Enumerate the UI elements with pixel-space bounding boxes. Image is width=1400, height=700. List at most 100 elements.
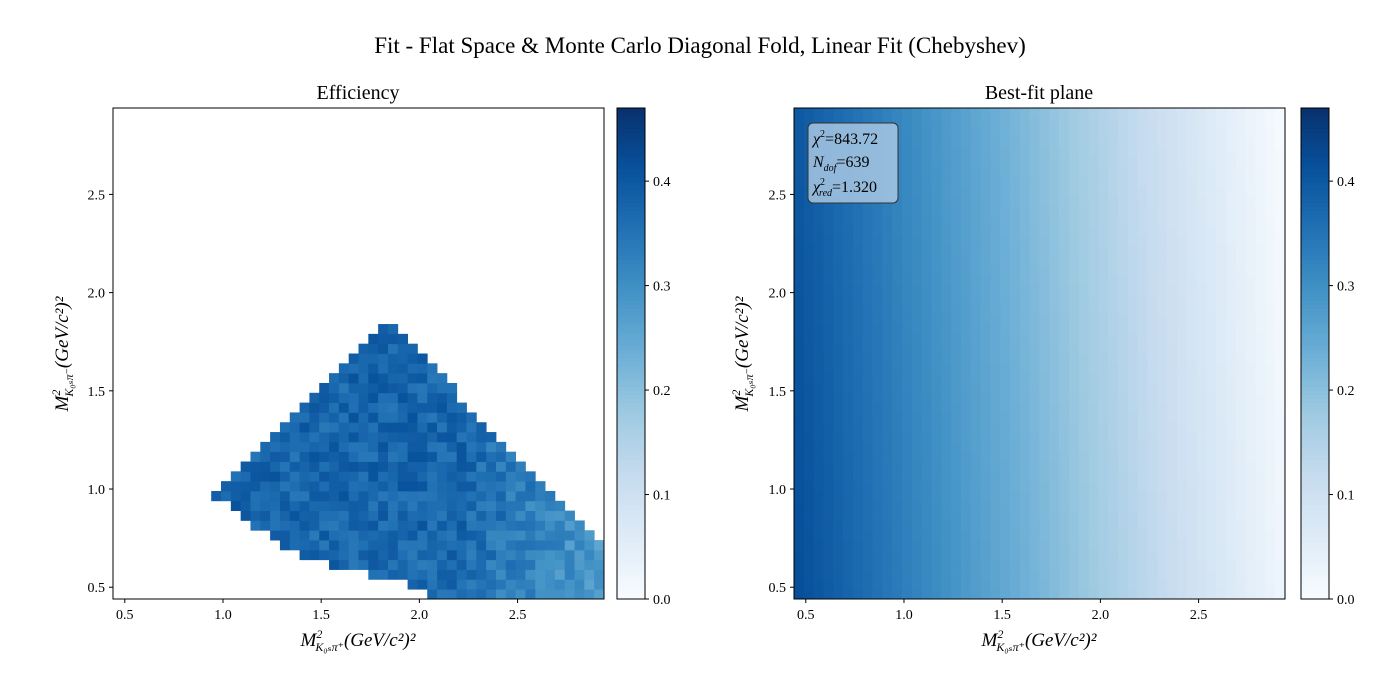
best-fit-cell [951,294,962,305]
best-fit-cell [1186,206,1198,217]
best-fit-cell [1039,235,1050,246]
best-fit-cell [990,392,1001,403]
best-fit-cell [902,373,913,384]
best-fit-cell [980,176,991,187]
best-fit-cell [803,255,815,266]
best-fit-cell [1108,255,1119,266]
best-fit-colorbar-step [1301,578,1329,584]
efficiency-cell [387,471,399,482]
best-fit-cell [970,461,981,472]
efficiency-cell [270,441,281,453]
efficiency-cell [279,500,291,512]
best-fit-cell [862,432,873,443]
best-fit-cell [1098,137,1109,148]
best-fit-cell [852,569,864,580]
best-fit-cell [1235,412,1247,423]
best-fit-cell [1108,559,1119,570]
best-fit-cell [1196,392,1207,403]
efficiency-cell [368,451,379,462]
efficiency-cell [299,402,310,413]
best-fit-cell [960,402,972,413]
best-fit-cell [1029,166,1040,178]
efficiency-cell [338,549,350,561]
best-fit-colorbar-step [1301,292,1329,297]
best-fit-cell [1068,108,1080,119]
efficiency-cell [525,500,536,512]
best-fit-cell [1068,540,1080,551]
efficiency-cell [309,471,320,482]
best-fit-cell [1039,265,1050,276]
best-fit-cell [1049,510,1060,521]
best-fit-y-tick-label: 2.0 [769,287,787,302]
efficiency-cell [525,520,536,531]
best-fit-cell [1118,549,1129,561]
best-fit-cell [1059,353,1070,364]
best-fit-cell [1118,589,1129,600]
best-fit-cell [1049,235,1060,246]
best-fit-cell [1167,186,1178,197]
efficiency-cell [358,530,369,541]
best-fit-cell [911,530,923,541]
best-fit-cell [1206,569,1217,580]
best-fit-cell [803,392,815,403]
best-fit-cell [990,225,1001,237]
best-fit-cell [1118,520,1129,531]
best-fit-cell [921,245,932,256]
best-fit-cell [1157,324,1168,335]
best-fit-cell [843,284,854,295]
best-fit-cell [1167,500,1178,512]
efficiency-cell [329,412,340,423]
efficiency-cell [329,540,340,551]
best-fit-colorbar-step [1301,525,1329,530]
best-fit-cell [813,451,824,462]
best-fit-cell [1167,373,1178,384]
best-fit-cell [1176,127,1188,138]
best-fit-cell [813,500,824,512]
best-fit-cell [813,314,824,325]
best-fit-cell [1127,157,1139,168]
efficiency-cell [270,500,281,512]
best-fit-cell [813,392,824,403]
best-fit-cell [1000,333,1011,345]
best-fit-cell [980,284,991,295]
best-fit-cell [1010,559,1021,570]
best-fit-cell [951,451,962,462]
best-fit-cell [1167,549,1178,561]
best-fit-cell [852,274,864,286]
best-fit-cell [852,235,864,246]
best-fit-cell [1000,216,1011,227]
best-fit-panel: Best-fit plane 0.5 1.0 1.5 2.0 2.5 0.51.01.5… [729,82,1355,654]
best-fit-cell [1078,324,1089,335]
best-fit-cell [794,461,805,472]
best-fit-cell [1176,520,1188,531]
best-fit-colorbar-step [1301,394,1329,400]
efficiency-cell [486,520,497,531]
best-fit-colorbar-step [1301,279,1329,285]
best-fit-cell [813,363,824,374]
best-fit-cell [960,481,972,492]
efficiency-cell [456,402,467,413]
best-fit-colorbar-step [1301,275,1329,281]
best-fit-cell [1049,304,1060,315]
best-fit-cell [1098,274,1109,286]
best-fit-cell [1068,274,1080,286]
efficiency-cell [270,451,281,462]
best-fit-cell [941,304,952,315]
best-fit-cell [1216,343,1227,354]
best-fit-colorbar-step [1301,570,1329,575]
best-fit-cell [1078,549,1089,561]
best-fit-cell [1029,324,1040,335]
best-fit-cell [951,216,962,227]
best-fit-cell [1147,490,1158,502]
best-fit-cell [1108,412,1119,423]
best-fit-cell [1068,579,1080,590]
best-fit-cell [1118,353,1129,364]
best-fit-cell [970,343,981,354]
best-fit-cell [1265,157,1276,168]
best-fit-cell [1176,206,1188,217]
best-fit-cell [1078,373,1089,384]
best-fit-cell [1078,314,1089,325]
efficiency-cell [358,461,369,472]
best-fit-cell [1098,353,1109,364]
best-fit-cell [951,382,962,394]
